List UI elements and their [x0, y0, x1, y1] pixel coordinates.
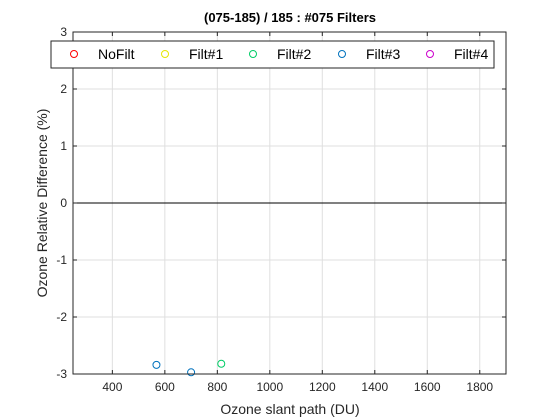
legend-label: Filt#1	[189, 46, 223, 62]
legend-marker	[426, 50, 434, 58]
x-tick-labels: 400 600 800 1000 1200 1400 1600 1800	[102, 380, 493, 394]
y-tick-label: 2	[60, 82, 67, 96]
x-tick-label: 1800	[466, 380, 493, 394]
legend-items: NoFilt Filt#1 Filt#2 Filt#3 Filt#4	[70, 46, 488, 62]
y-tick-label: -3	[56, 367, 67, 381]
y-tick-label: -1	[56, 253, 67, 267]
y-tick-label: -2	[56, 310, 67, 324]
axis-ticks	[73, 31, 506, 375]
legend-label: NoFilt	[98, 46, 135, 62]
legend-marker	[70, 50, 78, 58]
x-tick-label: 1600	[414, 380, 441, 394]
y-axis-label: Ozone Relative Difference (%)	[34, 109, 50, 298]
y-tick-label: 3	[60, 25, 67, 39]
legend-marker	[249, 50, 257, 58]
legend-label: Filt#3	[366, 46, 400, 62]
legend-box	[50, 40, 495, 69]
legend-marker	[338, 50, 346, 58]
chart-title: (075-185) / 185 : #075 Filters	[204, 10, 376, 25]
x-tick-label: 1000	[256, 380, 283, 394]
data-point	[187, 368, 196, 377]
x-tick-label: 1400	[361, 380, 388, 394]
data-points	[152, 359, 226, 377]
legend-label: Filt#2	[277, 46, 311, 62]
y-tick-label: 0	[60, 196, 67, 210]
x-tick-label: 1200	[309, 380, 336, 394]
y-tick-labels: -3 -2 -1 0 1 2 3	[56, 25, 67, 381]
x-tick-label: 400	[102, 380, 122, 394]
legend-label: Filt#4	[454, 46, 488, 62]
legend-marker	[161, 50, 169, 58]
data-point	[217, 359, 226, 368]
x-tick-label: 600	[155, 380, 175, 394]
x-tick-label: 800	[207, 380, 227, 394]
legend: NoFilt Filt#1 Filt#2 Filt#3 Filt#4	[50, 40, 495, 69]
x-axis-label: Ozone slant path (DU)	[220, 401, 359, 417]
y-tick-label: 1	[60, 139, 67, 153]
data-point	[152, 360, 161, 369]
